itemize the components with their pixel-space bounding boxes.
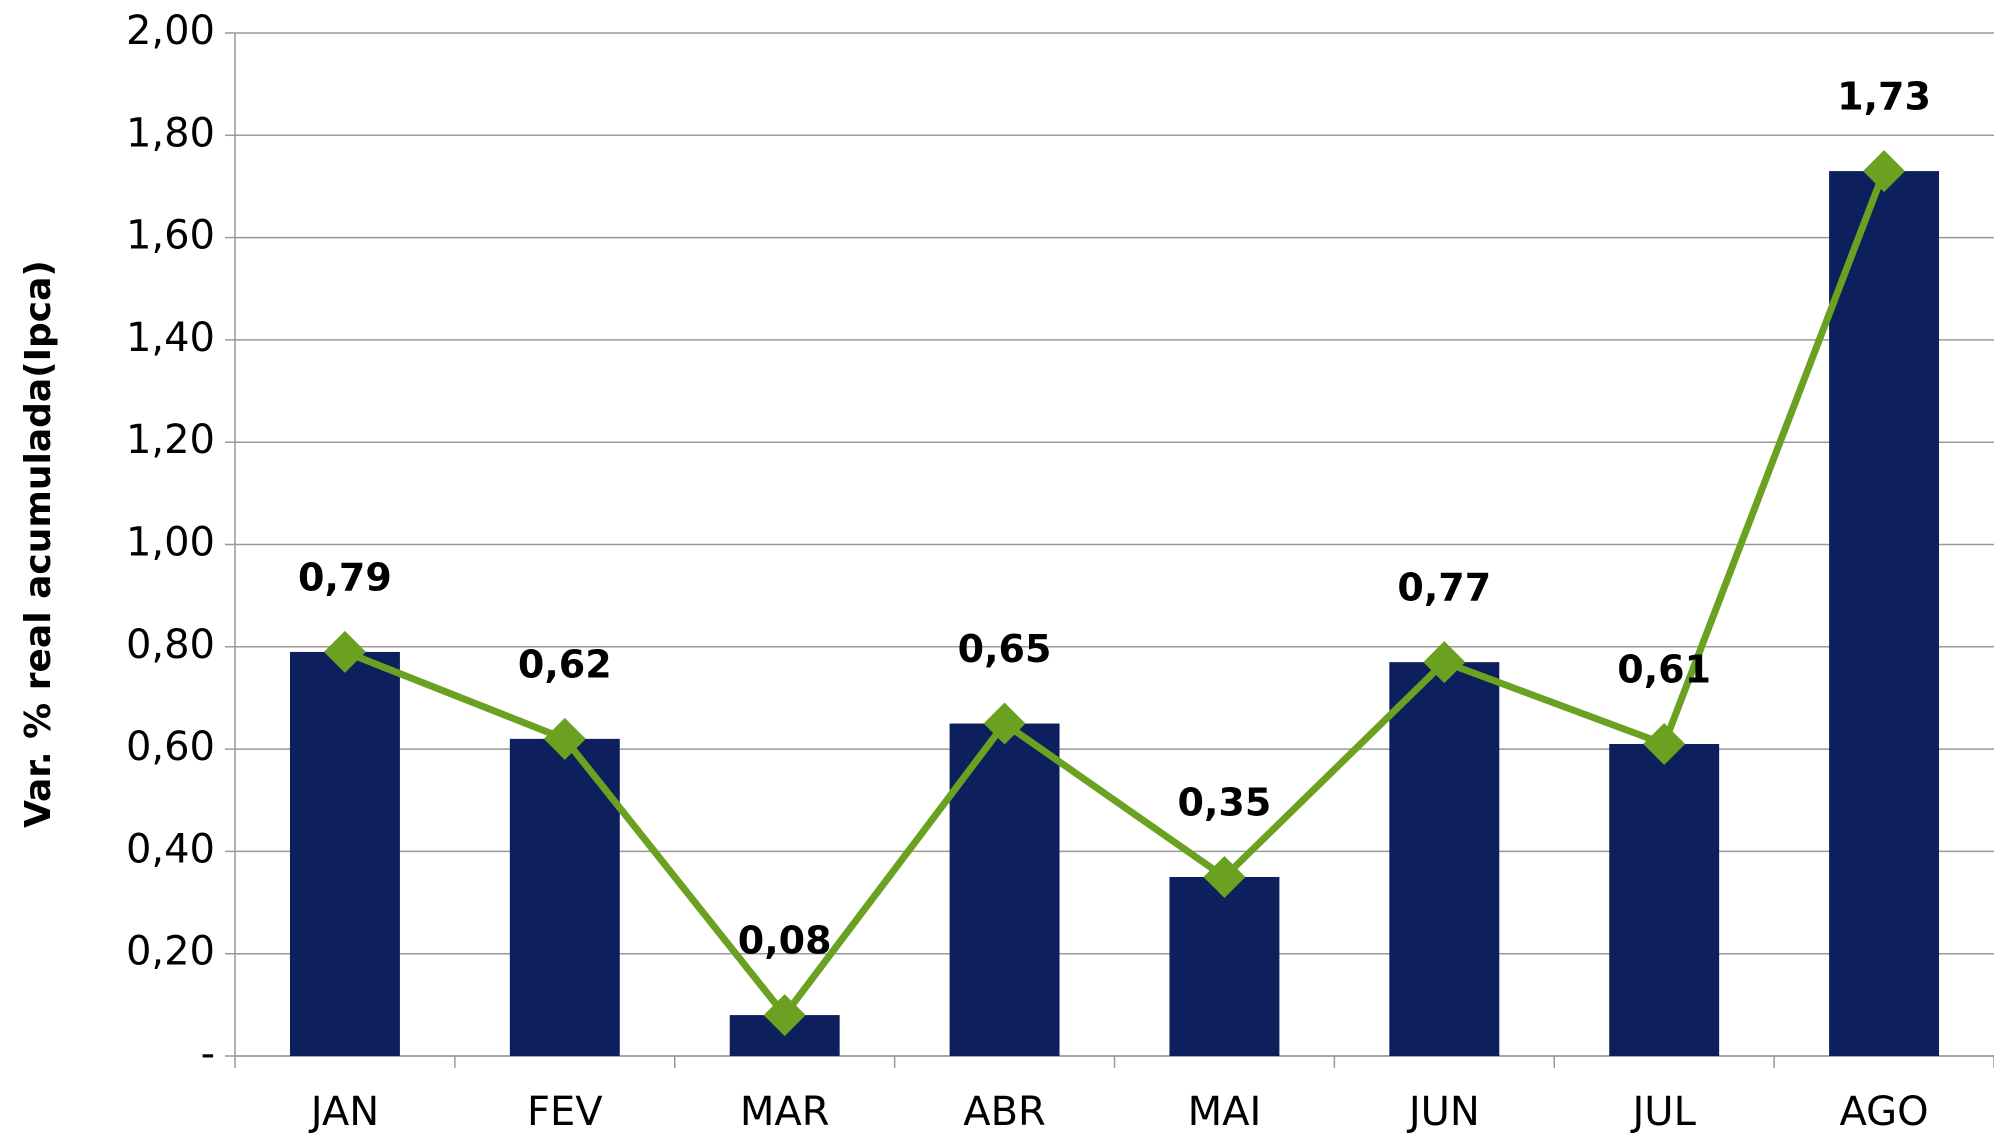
line-marker xyxy=(1203,855,1246,898)
y-tick-label: 1,00 xyxy=(126,520,215,566)
y-tick-label: 0,80 xyxy=(126,622,215,668)
data-label: 0,61 xyxy=(1617,647,1711,691)
x-tick-label: AGO xyxy=(1839,1089,1928,1133)
line-marker xyxy=(763,994,806,1037)
line-marker xyxy=(1643,722,1686,765)
y-tick-label: 0,60 xyxy=(126,724,215,770)
x-tick-label: JUL xyxy=(1630,1089,1697,1133)
line xyxy=(343,169,1888,1021)
data-label: 0,65 xyxy=(958,627,1052,671)
x-tick-label: JAN xyxy=(308,1089,379,1133)
bar xyxy=(1609,743,1720,1056)
data-label: 0,35 xyxy=(1178,780,1272,824)
bar xyxy=(289,651,400,1056)
line-marker xyxy=(983,702,1026,745)
data-label: 1,73 xyxy=(1837,75,1931,119)
bar xyxy=(1389,662,1500,1056)
line-marker xyxy=(543,717,586,760)
y-axis-label: Var. % real acumulada(Ipca) xyxy=(18,260,59,828)
x-tick-label: JUN xyxy=(1406,1089,1480,1133)
x-tick-label: MAI xyxy=(1188,1089,1262,1133)
y-tick-label: 1,40 xyxy=(126,315,215,361)
y-tick-label: - xyxy=(201,1031,215,1077)
y-tick-label: 1,20 xyxy=(126,417,215,463)
x-tick-label: ABR xyxy=(963,1089,1046,1133)
line-marker xyxy=(1423,641,1466,684)
data-label: 0,77 xyxy=(1397,566,1491,610)
bar xyxy=(509,738,620,1056)
bar xyxy=(1169,876,1280,1056)
bar xyxy=(1829,171,1940,1057)
line-marker xyxy=(1863,150,1906,193)
x-tick-label: MAR xyxy=(740,1089,830,1133)
line-marker xyxy=(323,630,366,673)
bar xyxy=(949,723,1060,1056)
data-label: 0,08 xyxy=(738,919,832,963)
y-tick-label: 2,00 xyxy=(126,8,215,54)
y-tick-label: 0,40 xyxy=(126,826,215,872)
data-label: 0,79 xyxy=(298,555,392,599)
data-label: 0,62 xyxy=(518,642,612,686)
y-tick-label: 1,60 xyxy=(126,213,215,259)
x-tick-label: FEV xyxy=(527,1089,603,1133)
y-tick-label: 1,80 xyxy=(126,110,215,156)
y-tick-label: 0,20 xyxy=(126,929,215,975)
